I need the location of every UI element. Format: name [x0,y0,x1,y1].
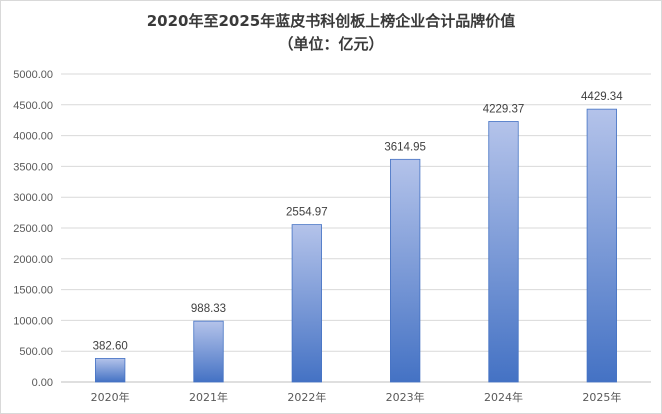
y-tick-label: 2500.00 [13,223,53,235]
bar-value-label: 988.33 [191,303,226,315]
x-category-label: 2020年 [91,390,130,404]
x-category-label: 2021年 [189,390,228,404]
gridlines [61,73,651,383]
x-category-label: 2022年 [287,390,326,404]
bar [95,358,126,383]
x-category-label: 2023年 [386,390,425,404]
y-tick-label: 4000.00 [13,131,53,143]
y-tick-label: 4500.00 [13,100,53,112]
chart-title: 2020年至2025年蓝皮书科创板上榜企业合计品牌价值 [146,12,516,30]
y-tick-label: 3000.00 [13,192,53,204]
x-category-label: 2025年 [582,390,621,404]
bar [488,121,519,383]
bar-value-label: 4429.34 [581,91,623,103]
y-tick-label: 2000.00 [13,254,53,266]
x-axis-category-labels: 2020年 2021年 2022年 2023年 2024年 2025年 [91,390,622,404]
y-tick-label: 1000.00 [13,315,53,327]
bars [95,108,617,383]
y-tick-label: 5000.00 [13,69,53,81]
bar-value-label: 3614.95 [384,141,426,153]
y-tick-label: 3500.00 [13,161,53,173]
y-tick-label: 1500.00 [13,285,53,297]
bar [193,320,224,383]
y-tick-label: 0.00 [32,377,53,389]
bar-value-label: 2554.97 [286,207,328,219]
bar [390,158,421,383]
bar [291,224,322,383]
y-axis-tick-labels: 0.00 500.00 1000.00 1500.00 2000.00 2500.00 30… [13,69,53,389]
bar-value-label: 4229.37 [483,103,525,115]
bar [586,108,617,383]
y-tick-label: 500.00 [19,346,53,358]
chart-subtitle: （单位：亿元） [278,35,384,53]
x-category-label: 2024年 [484,390,523,404]
bar-value-label: 382.60 [93,340,128,352]
data-labels: 382.60 988.33 2554.97 3614.95 4229.37 4429.34 [93,91,624,352]
